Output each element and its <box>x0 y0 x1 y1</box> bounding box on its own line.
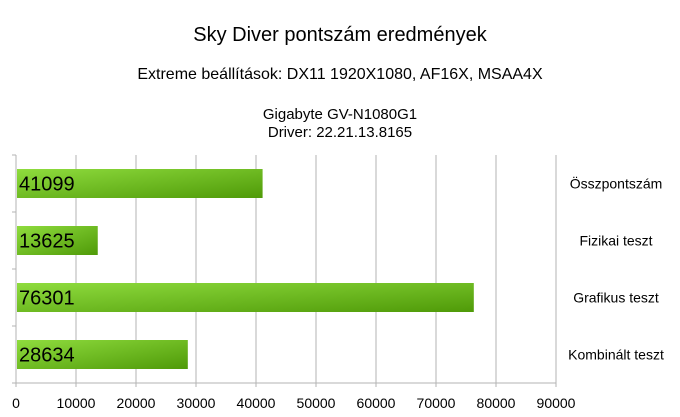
bar-value-label: 28634 <box>19 345 75 367</box>
x-tick-label: 40000 <box>237 395 276 411</box>
category-label: Összpontszám <box>570 175 663 192</box>
driver-version: Driver: 22.21.13.8165 <box>267 124 413 141</box>
bars <box>17 169 474 369</box>
bar <box>17 340 188 369</box>
x-tick-label: 0 <box>12 395 20 411</box>
bar <box>17 283 474 312</box>
x-tick-label: 20000 <box>117 395 156 411</box>
bar-value-label: 13625 <box>19 231 75 253</box>
x-tick-label: 70000 <box>417 395 456 411</box>
x-tick-label: 90000 <box>537 395 576 411</box>
category-label: Grafikus teszt <box>573 290 659 306</box>
gpu-name: Gigabyte GV-N1080G1 <box>262 106 418 123</box>
x-tick-label: 10000 <box>57 395 96 411</box>
labels: 0 10000 20000 30000 40000 50000 60000 70000 8000… <box>12 174 664 412</box>
bar-value-label: 41099 <box>19 174 75 196</box>
bar <box>17 169 263 198</box>
category-label: Kombinált teszt <box>568 347 664 363</box>
bar <box>17 226 98 255</box>
chart-subtitle: Extreme beállítások: DX11 1920X1080, AF1… <box>137 66 543 83</box>
x-tick-label: 80000 <box>477 395 516 411</box>
x-tick-label: 50000 <box>297 395 336 411</box>
bar-value-label: 76301 <box>19 288 75 310</box>
chart-title: Sky Diver pontszám eredmények <box>193 24 487 46</box>
x-tick-label: 30000 <box>177 395 216 411</box>
x-tick-label: 60000 <box>357 395 396 411</box>
category-label: Fizikai teszt <box>579 233 652 249</box>
axes <box>12 154 557 387</box>
chart-subtitle-lines: Gigabyte GV-N1080G1 Driver: 22.21.13.816… <box>0 106 680 142</box>
